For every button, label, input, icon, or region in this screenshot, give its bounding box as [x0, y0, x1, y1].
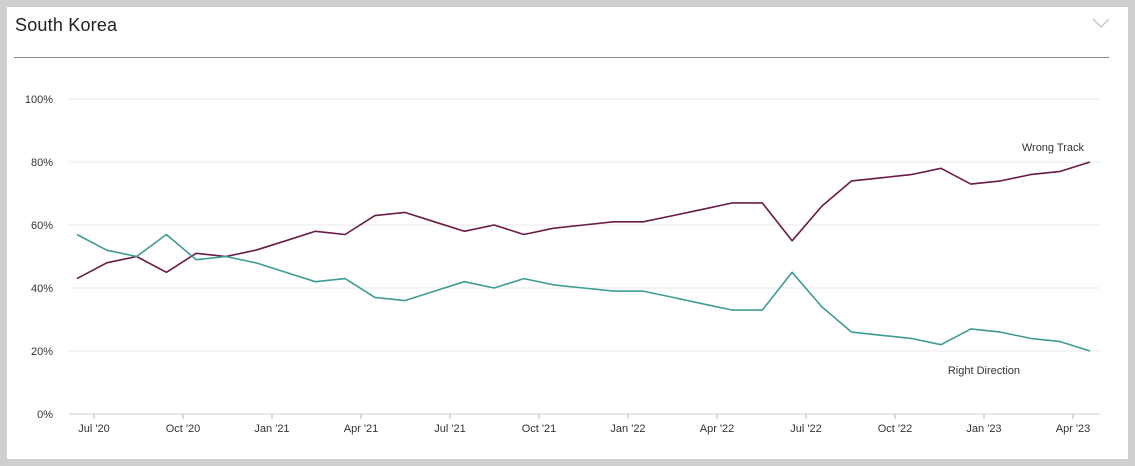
y-axis-ticks: 0% 20% 40% 60% 80% 100% [25, 94, 53, 421]
x-tick-label: Jul '22 [790, 423, 821, 435]
series-line-right-direction [76, 233, 1091, 352]
x-axis-ticks: Jul '20 Oct '20 Jan '21 Apr '21 Jul '21 Oct '… [78, 414, 1090, 435]
chart-title: South Korea [15, 15, 118, 35]
series-line-wrong-track [76, 161, 1091, 280]
y-tick-label: 20% [31, 346, 53, 358]
y-tick-label: 60% [31, 220, 53, 232]
y-tick-label: 40% [31, 283, 53, 295]
x-tick-label: Apr '23 [1056, 423, 1091, 435]
series-label-right-direction: Right Direction [948, 365, 1020, 377]
series-lines [76, 161, 1091, 352]
x-tick-label: Jul '21 [434, 423, 465, 435]
x-tick-label: Apr '22 [700, 423, 735, 435]
header-divider [14, 57, 1109, 58]
chevron-down-icon[interactable] [1090, 15, 1112, 31]
x-tick-label: Jan '22 [610, 423, 645, 435]
line-chart: 0% 20% 40% 60% 80% 100% Jul '20 Oct '20 Jan '21… [25, 94, 1100, 435]
x-tick-label: Jul '20 [78, 423, 109, 435]
series-labels: Wrong Track Right Direction [948, 142, 1085, 377]
x-tick-label: Oct '20 [166, 423, 201, 435]
y-tick-label: 100% [25, 94, 53, 106]
chart-card: South Korea 0% 20% 40% 60% 80% 100% Jul '20 Oc… [7, 7, 1128, 459]
x-tick-label: Oct '21 [522, 423, 557, 435]
series-label-wrong-track: Wrong Track [1022, 142, 1085, 154]
x-tick-label: Apr '21 [344, 423, 379, 435]
y-tick-label: 0% [37, 409, 53, 421]
y-tick-label: 80% [31, 157, 53, 169]
x-tick-label: Oct '22 [878, 423, 913, 435]
x-tick-label: Jan '21 [254, 423, 289, 435]
x-tick-label: Jan '23 [966, 423, 1001, 435]
